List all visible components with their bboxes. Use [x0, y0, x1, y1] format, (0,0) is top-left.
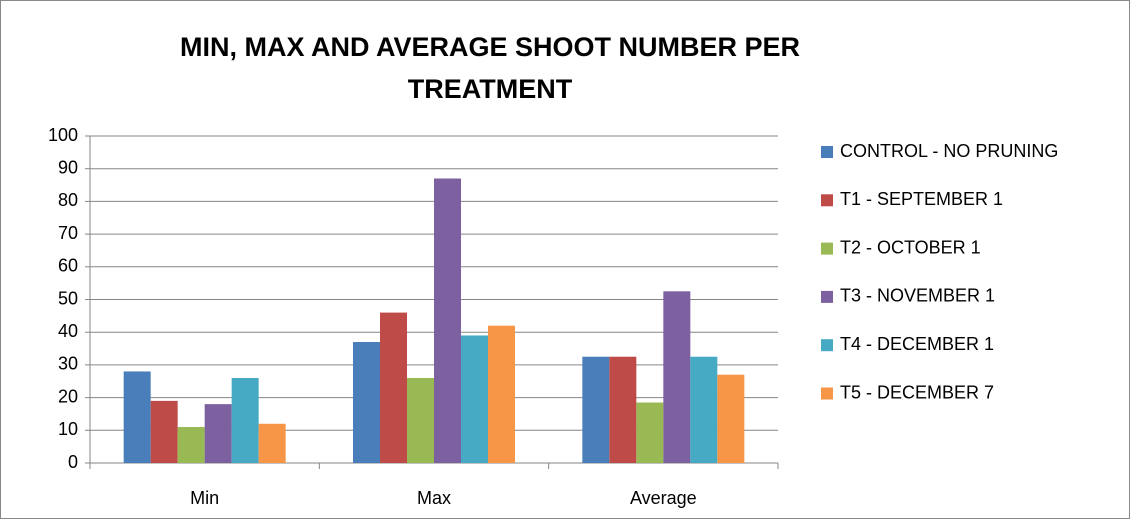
bar	[582, 356, 610, 463]
bar	[690, 356, 718, 463]
bar	[488, 325, 515, 463]
legend-label: CONTROL - NO PRUNING	[840, 141, 1058, 161]
bar	[204, 404, 232, 463]
bar	[663, 291, 691, 463]
bar	[380, 312, 407, 463]
legend-swatch	[821, 242, 833, 255]
y-tick-label: 80	[58, 190, 78, 210]
legend-label: T2 - OCTOBER 1	[840, 237, 981, 257]
legend-swatch	[821, 194, 833, 207]
legend-label: T3 - NOVEMBER 1	[840, 286, 995, 306]
bar	[461, 335, 488, 463]
bar	[609, 356, 637, 463]
legend-swatch	[821, 339, 833, 352]
bar	[258, 423, 286, 463]
legend-label: T4 - DECEMBER 1	[840, 334, 994, 354]
legend-swatch	[821, 290, 833, 303]
bar	[150, 400, 178, 463]
legend-swatch	[821, 146, 833, 158]
y-tick-label: 70	[58, 223, 78, 243]
x-tick-label: Average	[630, 488, 697, 508]
legend-label: T5 - DECEMBER 7	[840, 382, 994, 402]
legend-label: T1 - SEPTEMBER 1	[840, 189, 1003, 209]
y-tick-label: 0	[68, 452, 78, 472]
y-tick-label: 50	[58, 288, 78, 308]
bar	[177, 427, 205, 463]
legend-swatch	[821, 387, 833, 400]
y-tick-label: 30	[58, 354, 78, 374]
y-tick-label: 60	[58, 256, 78, 276]
bar	[434, 178, 461, 463]
y-tick-label: 90	[58, 157, 78, 177]
bar	[353, 342, 380, 463]
y-tick-label: 100	[48, 125, 78, 145]
y-tick-label: 40	[58, 321, 78, 341]
bar	[717, 374, 745, 463]
y-tick-label: 20	[58, 386, 78, 406]
bar	[231, 377, 259, 463]
y-tick-label: 10	[58, 419, 78, 439]
x-tick-label: Min	[190, 488, 219, 508]
bar	[636, 402, 664, 463]
x-tick-label: Max	[417, 488, 451, 508]
bar	[407, 377, 434, 463]
bar	[123, 371, 151, 463]
chart-title: MIN, MAX AND AVERAGE SHOOT NUMBER PER TR…	[179, 32, 801, 104]
